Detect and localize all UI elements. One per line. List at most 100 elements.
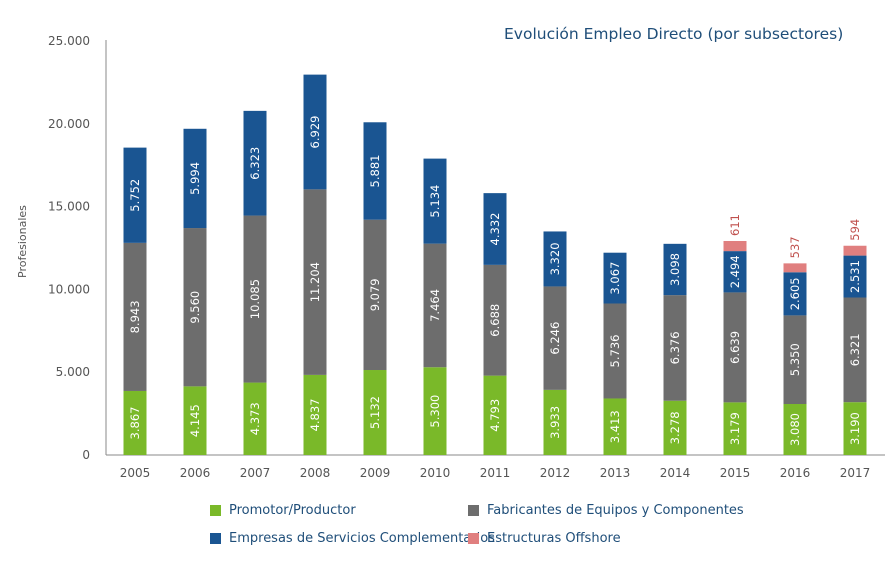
data-label: 6.376 xyxy=(668,331,682,364)
bars-group: 3.867 8.943 5.752 4.145 9.560 5.994 4.373 10.08… xyxy=(123,74,867,455)
data-label: 4.332 xyxy=(488,213,502,246)
bar-segment xyxy=(723,251,747,293)
data-label: 6.929 xyxy=(308,116,322,149)
bar-segment xyxy=(123,242,147,391)
y-tick-label: 0 xyxy=(82,448,90,462)
y-tick-label: 5.000 xyxy=(56,365,90,379)
data-label: 2.494 xyxy=(728,255,742,288)
data-label: 7.464 xyxy=(428,289,442,322)
bar-segment xyxy=(483,375,507,455)
bar-segment xyxy=(423,367,447,455)
bar-segment xyxy=(423,158,447,244)
data-label: 5.736 xyxy=(608,335,622,368)
data-label: 3.080 xyxy=(788,413,802,446)
bar-segment xyxy=(183,386,207,455)
data-label: 611 xyxy=(728,214,742,236)
legend-label-servicios: Empresas de Servicios Complementarios xyxy=(229,531,495,546)
bar-segment xyxy=(423,243,447,368)
bar-segment xyxy=(363,370,387,455)
data-label: 4.373 xyxy=(248,402,262,435)
y-axis-label: Profesionales xyxy=(16,205,29,278)
bar-segment xyxy=(123,390,147,455)
legend-label-offshore: Estructuras Offshore xyxy=(487,531,621,546)
bar-segment xyxy=(603,303,627,399)
x-tick-label: 2010 xyxy=(420,466,451,480)
bar-segment xyxy=(183,128,207,229)
bar-segment xyxy=(783,263,807,273)
bar-segment xyxy=(303,74,327,190)
data-label: 5.300 xyxy=(428,395,442,428)
data-label: 3.933 xyxy=(548,406,562,439)
data-label: 6.321 xyxy=(848,333,862,366)
bar-segment xyxy=(783,315,807,404)
bar-segment xyxy=(243,382,267,455)
legend-item-promotor: Promotor/Productor xyxy=(210,503,356,518)
bar-segment xyxy=(243,110,267,216)
data-label: 10.085 xyxy=(248,279,262,319)
x-axis-ticks: 2005 2006 2007 2008 2009 2010 2011 2012 2013 2014… xyxy=(120,466,871,480)
legend-swatch-promotor xyxy=(210,505,221,516)
data-label: 5.994 xyxy=(188,162,202,195)
data-label: 9.560 xyxy=(188,291,202,324)
bar-segment xyxy=(663,243,687,296)
data-label: 3.413 xyxy=(608,410,622,443)
bar-segment xyxy=(483,193,507,265)
y-tick-label: 20.000 xyxy=(48,117,90,131)
bar-segment xyxy=(723,402,747,455)
bar-segment xyxy=(843,255,867,298)
bar-segment xyxy=(603,252,627,304)
bar-segment xyxy=(363,122,387,220)
data-label: 3.320 xyxy=(548,242,562,275)
y-tick-label: 15.000 xyxy=(48,200,90,214)
bar-segment xyxy=(243,215,267,383)
chart-title: Evolución Empleo Directo (por subsectore… xyxy=(504,25,843,43)
x-tick-label: 2015 xyxy=(720,466,751,480)
bar-segment xyxy=(543,389,567,455)
x-tick-label: 2017 xyxy=(840,466,871,480)
bar-segment xyxy=(783,272,807,316)
x-tick-label: 2008 xyxy=(300,466,331,480)
y-tick-label: 10.000 xyxy=(48,282,90,296)
data-label: 5.752 xyxy=(128,179,142,212)
bar-segment xyxy=(723,292,747,403)
data-label: 4.793 xyxy=(488,399,502,432)
data-label: 5.350 xyxy=(788,343,802,376)
legend-label-fabricantes: Fabricantes de Equipos y Componentes xyxy=(487,503,744,518)
data-label: 5.132 xyxy=(368,396,382,429)
bar-segment xyxy=(843,245,867,256)
y-axis-ticks: 0 5.000 10.000 15.000 20.000 25.000 xyxy=(48,34,90,462)
x-tick-label: 2011 xyxy=(480,466,511,480)
bar-segment xyxy=(363,219,387,371)
data-label: 6.688 xyxy=(488,304,502,337)
bar-segment xyxy=(603,398,627,455)
x-tick-label: 2016 xyxy=(780,466,811,480)
bar-segment xyxy=(483,264,507,376)
x-tick-label: 2009 xyxy=(360,466,391,480)
data-label: 11.204 xyxy=(308,262,322,302)
data-label: 4.837 xyxy=(308,398,322,431)
bar-segment xyxy=(543,286,567,390)
bar-segment xyxy=(543,231,567,287)
legend-swatch-servicios xyxy=(210,533,221,544)
legend-item-servicios: Empresas de Servicios Complementarios xyxy=(210,531,495,546)
data-label: 9.079 xyxy=(368,278,382,311)
bar-segment xyxy=(843,402,867,455)
data-label: 3.179 xyxy=(728,412,742,445)
y-tick-label: 25.000 xyxy=(48,34,90,48)
x-tick-label: 2014 xyxy=(660,466,691,480)
data-label: 6.246 xyxy=(548,322,562,355)
legend-label-promotor: Promotor/Productor xyxy=(229,503,356,518)
data-label: 6.323 xyxy=(248,147,262,180)
data-label: 3.067 xyxy=(608,262,622,295)
bar-segment xyxy=(183,228,207,387)
data-label: 8.943 xyxy=(128,300,142,333)
x-tick-label: 2007 xyxy=(240,466,271,480)
data-label: 2.531 xyxy=(848,260,862,293)
data-label: 594 xyxy=(848,219,862,241)
data-label: 3.867 xyxy=(128,407,142,440)
legend-swatch-offshore xyxy=(468,533,479,544)
bar-segment xyxy=(303,189,327,375)
data-label: 4.145 xyxy=(188,404,202,437)
legend-item-fabricantes: Fabricantes de Equipos y Componentes xyxy=(468,503,744,518)
